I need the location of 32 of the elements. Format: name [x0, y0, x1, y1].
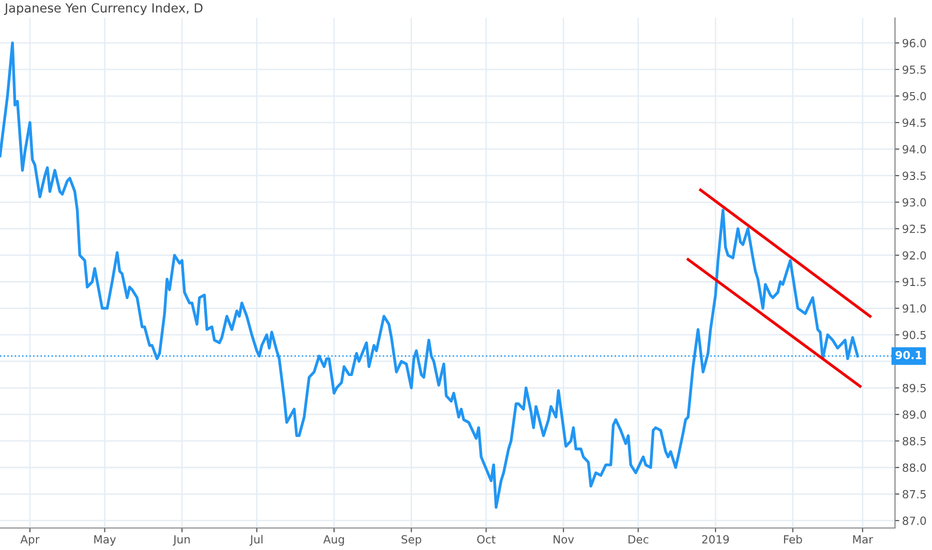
y-tick-label: 95.5 — [902, 65, 926, 74]
y-tick-label: 96.0 — [902, 38, 926, 48]
x-tick-label: Jun — [172, 535, 190, 546]
x-tick-label: Mar — [853, 535, 874, 544]
y-tick-label: 92.0 — [902, 251, 926, 260]
x-tick-label: Sep — [402, 535, 422, 546]
x-tick-label: Oct — [477, 535, 496, 544]
x-tick-label: May — [94, 535, 116, 546]
chart-title: Japanese Yen Currency Index, D — [4, 2, 202, 16]
x-tick-label: Dec — [628, 535, 648, 544]
y-tick-label: 93.0 — [902, 198, 926, 207]
y-tick-label: 94.5 — [902, 118, 926, 127]
y-tick-label: 88.0 — [902, 463, 926, 472]
y-tick-label: 91.0 — [902, 304, 926, 313]
y-tick-label: 89.0 — [902, 410, 926, 419]
x-tick-label: Feb — [784, 534, 802, 544]
x-tick-label: 2019 — [702, 535, 729, 544]
y-tick-label: 91.5 — [902, 278, 926, 286]
y-tick-label: 88.5 — [902, 436, 926, 446]
x-tick-label: Jul — [250, 534, 262, 546]
x-tick-label: Nov — [554, 535, 574, 544]
x-tick-label: Aug — [323, 535, 344, 546]
y-tick-label: 87.0 — [902, 516, 926, 525]
ref-line-label: 90.1 — [896, 350, 922, 360]
y-tick-label: 93.5 — [902, 172, 926, 180]
y-tick-label: 89.5 — [902, 384, 926, 392]
y-tick-label: 94.0 — [902, 145, 926, 154]
y-tick-label: 92.5 — [902, 224, 926, 234]
y-tick-label: 95.0 — [902, 92, 926, 100]
x-tick-label: Apr — [20, 535, 40, 546]
y-tick-label: 90.5 — [902, 330, 926, 340]
y-tick-label: 87.5 — [902, 490, 926, 498]
